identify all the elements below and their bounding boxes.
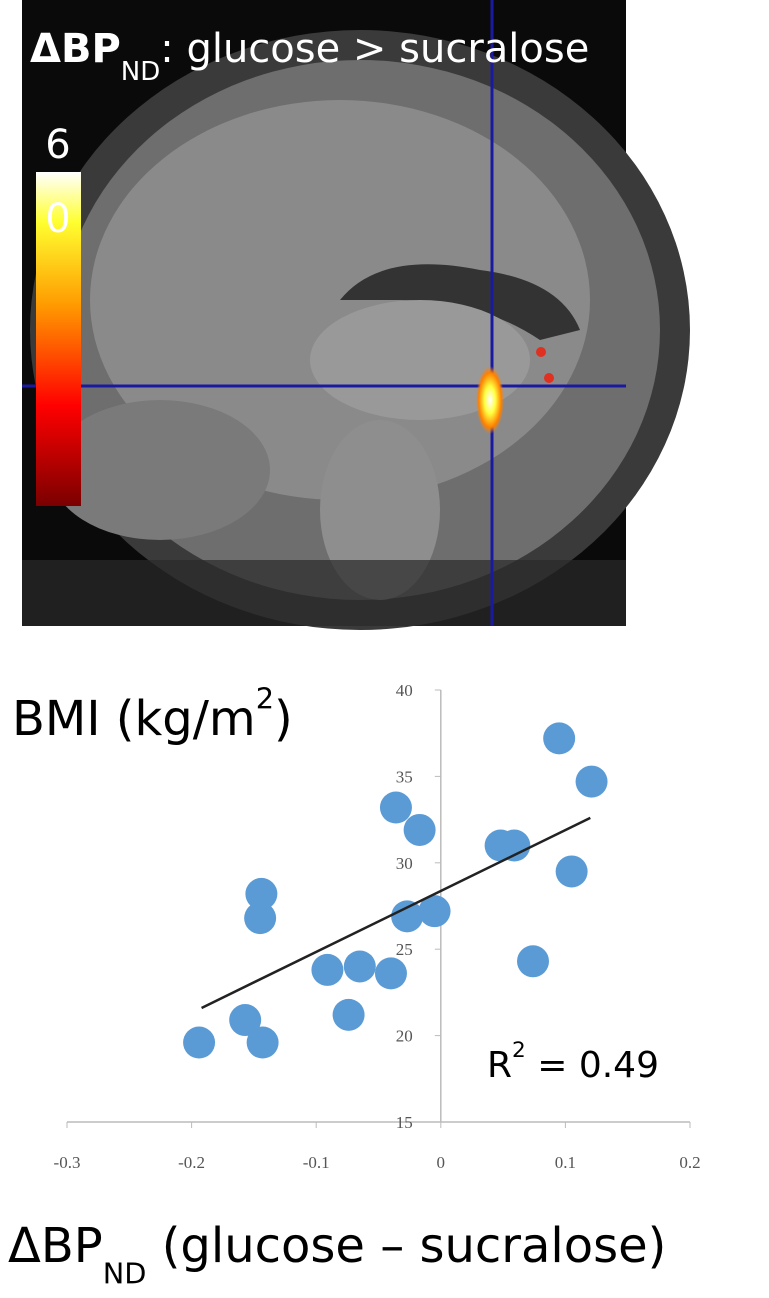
colorbar-label: 6: [45, 122, 70, 168]
point: [183, 1026, 216, 1059]
y-axis-label: BMI (kg/m2): [12, 682, 293, 747]
x-tick-label: -0.2: [178, 1153, 205, 1172]
point: [244, 902, 277, 935]
point: [418, 895, 451, 928]
point: [403, 813, 436, 846]
y-tick-label: 40: [396, 681, 413, 700]
point: [575, 765, 608, 798]
x-axis-label-text: (glucose – sucralose): [146, 1218, 666, 1274]
annotation-script: 2: [512, 1038, 526, 1063]
point: [498, 829, 531, 862]
point: [229, 1004, 262, 1037]
point: [246, 1026, 279, 1059]
image-title: ΔBPND: glucose > sucralose: [30, 26, 589, 87]
point: [343, 950, 376, 983]
point: [517, 945, 550, 978]
x-tick-label: -0.3: [54, 1153, 81, 1172]
trendline: [201, 816, 591, 1010]
y-axis-label-text: BMI (kg/m: [12, 691, 256, 747]
point: [245, 877, 278, 910]
x-tick-label: -0.1: [303, 1153, 330, 1172]
point: [379, 791, 412, 824]
annotation-text: R: [487, 1045, 512, 1086]
annotation-text: = 0.49: [526, 1045, 659, 1086]
x-axis-label-text: ΔBP: [8, 1218, 103, 1274]
point: [391, 900, 424, 933]
y-axis-label-script: 2: [256, 682, 274, 716]
x-axis-label: ΔBPND (glucose – sucralose): [8, 1218, 666, 1291]
y-axis-label-text: ): [274, 691, 293, 747]
point: [332, 998, 365, 1031]
y-tick-label: 30: [396, 854, 413, 873]
brain-image: [22, 0, 690, 630]
x-tick-label: 0.1: [555, 1153, 576, 1172]
point: [311, 953, 344, 986]
x-axis-label-script: ND: [103, 1257, 147, 1291]
x-tick-label: 0: [437, 1153, 446, 1172]
colorbar-label: 0: [45, 196, 70, 242]
y-tick-label: 15: [396, 1113, 413, 1132]
point: [543, 722, 576, 755]
scatter-plot: -0.3 -0.2 -0.1 0 0.1 0.2 15 20 25 30 35 40 BMI (kg/m…: [8, 681, 701, 1291]
y-tick-label: 35: [396, 767, 413, 786]
y-tick-label: 25: [396, 940, 413, 959]
point: [555, 855, 588, 888]
y-tick-label: 20: [396, 1027, 413, 1046]
annotation: R2 = 0.49: [487, 1038, 659, 1086]
point: [374, 957, 407, 990]
x-tick-label: 0.2: [679, 1153, 700, 1172]
